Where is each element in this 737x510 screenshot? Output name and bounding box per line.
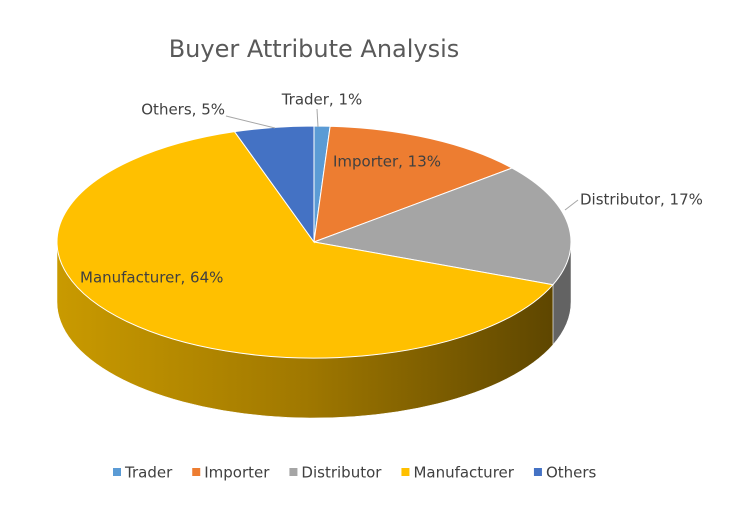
slice: [56, 131, 554, 359]
legend-label: Others: [546, 464, 597, 482]
data-label: Importer, 13%: [333, 153, 441, 171]
leader-line: [316, 108, 319, 128]
legend-label: Distributor: [301, 464, 382, 482]
chart-title: Buyer Attribute Analysis: [169, 35, 460, 63]
legend-marker: [289, 468, 298, 476]
legend-label: Manufacturer: [413, 464, 514, 482]
data-label: Distributor, 17%: [580, 191, 703, 209]
slice: [313, 125, 514, 243]
legend-marker: [533, 468, 542, 476]
slice: [312, 167, 572, 286]
leader-line: [225, 115, 276, 129]
data-label: Others, 5%: [141, 101, 225, 119]
legend-label: Trader: [124, 464, 173, 482]
leader-line: [564, 199, 579, 211]
data-label: Manufacturer, 64%: [80, 269, 223, 287]
legend-marker: [192, 468, 201, 476]
data-label: Trader, 1%: [281, 91, 363, 109]
legend-marker: [401, 468, 410, 476]
legend-label: Importer: [204, 464, 270, 482]
legend-marker: [113, 468, 121, 476]
